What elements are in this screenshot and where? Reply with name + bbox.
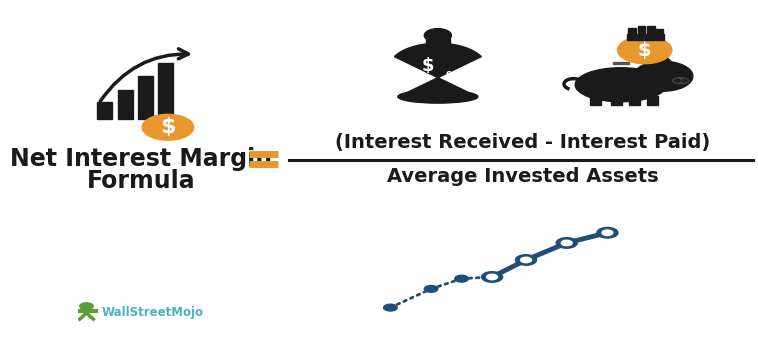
Circle shape bbox=[481, 272, 503, 282]
Text: Average Invested Assets: Average Invested Assets bbox=[387, 167, 659, 186]
Circle shape bbox=[424, 28, 452, 42]
Text: Net Interest Margin: Net Interest Margin bbox=[10, 147, 272, 171]
Ellipse shape bbox=[575, 68, 667, 102]
Circle shape bbox=[597, 227, 618, 238]
Bar bbox=[138, 76, 153, 119]
Bar bbox=[647, 26, 655, 38]
Text: $: $ bbox=[638, 40, 652, 60]
Bar bbox=[158, 63, 174, 119]
Circle shape bbox=[521, 257, 531, 263]
Circle shape bbox=[561, 240, 572, 246]
Text: $: $ bbox=[421, 57, 434, 75]
Ellipse shape bbox=[672, 78, 689, 84]
Bar bbox=[638, 26, 645, 38]
Circle shape bbox=[556, 238, 578, 248]
Ellipse shape bbox=[398, 90, 478, 103]
Text: %: % bbox=[446, 70, 460, 84]
Polygon shape bbox=[653, 54, 672, 63]
Circle shape bbox=[515, 255, 537, 265]
Bar bbox=[590, 96, 601, 105]
Bar bbox=[611, 96, 622, 105]
Circle shape bbox=[143, 114, 194, 140]
Bar bbox=[612, 62, 629, 64]
Circle shape bbox=[618, 36, 672, 64]
Text: $: $ bbox=[160, 117, 176, 137]
Bar bbox=[629, 96, 640, 105]
Text: WallStreetMojo: WallStreetMojo bbox=[102, 306, 203, 319]
Circle shape bbox=[80, 303, 93, 310]
Bar bbox=[97, 102, 112, 119]
Bar bbox=[628, 28, 636, 38]
Circle shape bbox=[487, 274, 497, 280]
Bar bbox=[117, 90, 133, 119]
Text: (Interest Received - Interest Paid): (Interest Received - Interest Paid) bbox=[335, 133, 710, 152]
Circle shape bbox=[455, 275, 468, 282]
Bar bbox=[656, 29, 663, 38]
Circle shape bbox=[384, 304, 397, 311]
Circle shape bbox=[633, 61, 693, 91]
Circle shape bbox=[682, 79, 688, 82]
Polygon shape bbox=[394, 43, 481, 97]
Bar bbox=[627, 34, 664, 40]
Circle shape bbox=[675, 79, 680, 82]
Circle shape bbox=[424, 285, 438, 292]
Text: Formula: Formula bbox=[86, 169, 195, 193]
Circle shape bbox=[602, 230, 612, 235]
Bar bbox=[426, 38, 450, 46]
Bar bbox=[647, 96, 658, 105]
